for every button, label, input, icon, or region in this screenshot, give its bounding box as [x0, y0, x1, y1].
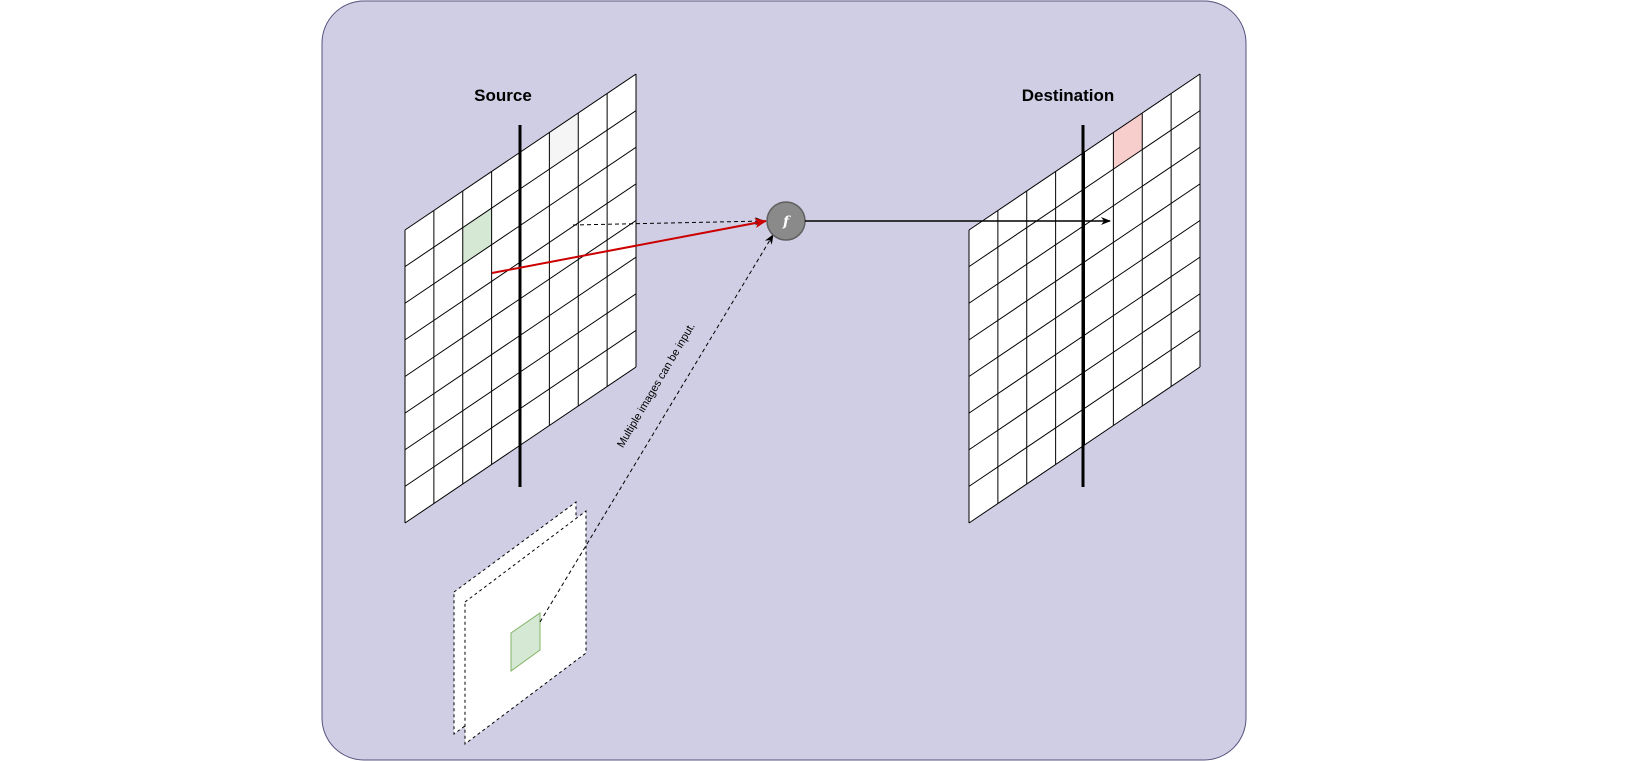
source-pixel-gray — [549, 113, 579, 170]
input-image-arrow — [539, 234, 774, 623]
source-pixel-arrow — [491, 218, 767, 274]
source-neighbor-arrow — [572, 217, 765, 226]
source-pixel-green — [462, 208, 492, 265]
function-symbol: f — [782, 214, 792, 230]
destination-pixel-red — [1113, 113, 1143, 170]
input-image-patch — [510, 612, 541, 672]
function-node: f — [766, 201, 806, 241]
source-title: Source — [474, 86, 532, 105]
input-image-stack — [453, 501, 587, 746]
destination-title: Destination — [1022, 86, 1115, 105]
